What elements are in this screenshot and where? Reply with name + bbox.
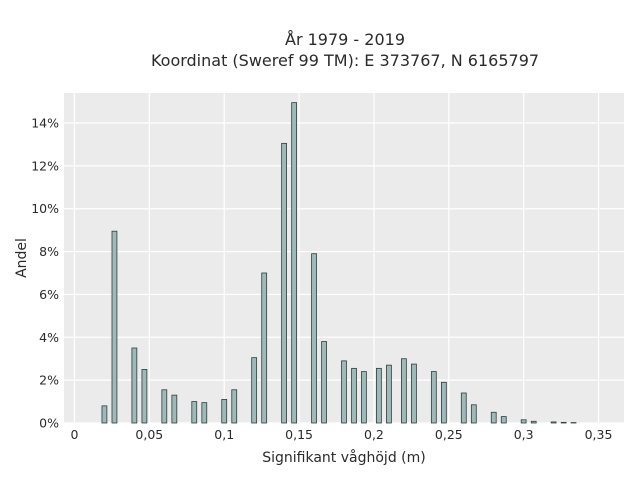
x-axis-ticks: 0 0,05 0,1 0,15 0,2 0,25 0,3 0,35 bbox=[71, 427, 613, 442]
histogram-bar bbox=[252, 358, 257, 423]
y-tick-label: 6% bbox=[39, 287, 59, 302]
y-axis-label: Andel bbox=[14, 238, 30, 278]
x-tick-label: 0,15 bbox=[285, 427, 313, 442]
histogram-bar bbox=[162, 390, 167, 423]
histogram-bar bbox=[322, 342, 327, 423]
x-tick-label: 0,05 bbox=[135, 427, 163, 442]
x-tick-label: 0,3 bbox=[514, 427, 534, 442]
y-axis-ticks: 0% 2% 4% 6% 8% 10% 12% 14% bbox=[31, 116, 59, 431]
histogram-bar bbox=[342, 361, 347, 423]
histogram-bar bbox=[376, 368, 381, 423]
histogram-bar bbox=[491, 412, 496, 423]
histogram-bar bbox=[292, 103, 297, 423]
histogram-bar bbox=[102, 406, 107, 423]
histogram-bar bbox=[202, 403, 207, 423]
histogram-bar bbox=[386, 365, 391, 423]
histogram-bar bbox=[192, 402, 197, 423]
histogram-bar bbox=[441, 382, 446, 423]
y-tick-label: 12% bbox=[31, 158, 59, 173]
x-tick-label: 0,1 bbox=[214, 427, 234, 442]
histogram-bar bbox=[262, 273, 267, 423]
histogram-bar bbox=[361, 372, 366, 423]
x-tick-label: 0,2 bbox=[364, 427, 384, 442]
histogram-bar bbox=[431, 372, 436, 423]
histogram-bar bbox=[112, 231, 117, 423]
y-tick-label: 0% bbox=[39, 416, 59, 431]
histogram-bar bbox=[501, 417, 506, 423]
histogram-bar bbox=[282, 143, 287, 423]
y-tick-label: 10% bbox=[31, 201, 59, 216]
x-tick-label: 0 bbox=[71, 427, 79, 442]
histogram-bar bbox=[132, 348, 137, 423]
histogram-bar bbox=[232, 390, 237, 423]
histogram-bar bbox=[411, 364, 416, 423]
histogram-bar bbox=[172, 395, 177, 423]
chart-title-line1: År 1979 - 2019 bbox=[285, 30, 405, 49]
histogram-bar bbox=[222, 399, 227, 423]
y-tick-label: 4% bbox=[39, 330, 59, 345]
histogram-bar bbox=[561, 422, 566, 423]
histogram-bar bbox=[142, 369, 147, 423]
y-tick-label: 8% bbox=[39, 244, 59, 259]
histogram-bar bbox=[352, 368, 357, 423]
histogram-bar bbox=[531, 421, 536, 423]
x-axis-label: Signifikant våghöjd (m) bbox=[262, 449, 425, 466]
x-tick-label: 0,25 bbox=[435, 427, 463, 442]
histogram-bar bbox=[471, 405, 476, 423]
histogram-bar bbox=[312, 254, 317, 423]
chart-title-line2: Koordinat (Sweref 99 TM): E 373767, N 61… bbox=[151, 51, 539, 70]
histogram-bar bbox=[461, 393, 466, 423]
histogram-bar bbox=[521, 420, 526, 423]
y-tick-label: 2% bbox=[39, 373, 59, 388]
histogram-bar bbox=[401, 359, 406, 423]
histogram-bar bbox=[551, 422, 556, 423]
x-tick-label: 0,35 bbox=[585, 427, 613, 442]
y-tick-label: 14% bbox=[31, 116, 59, 131]
